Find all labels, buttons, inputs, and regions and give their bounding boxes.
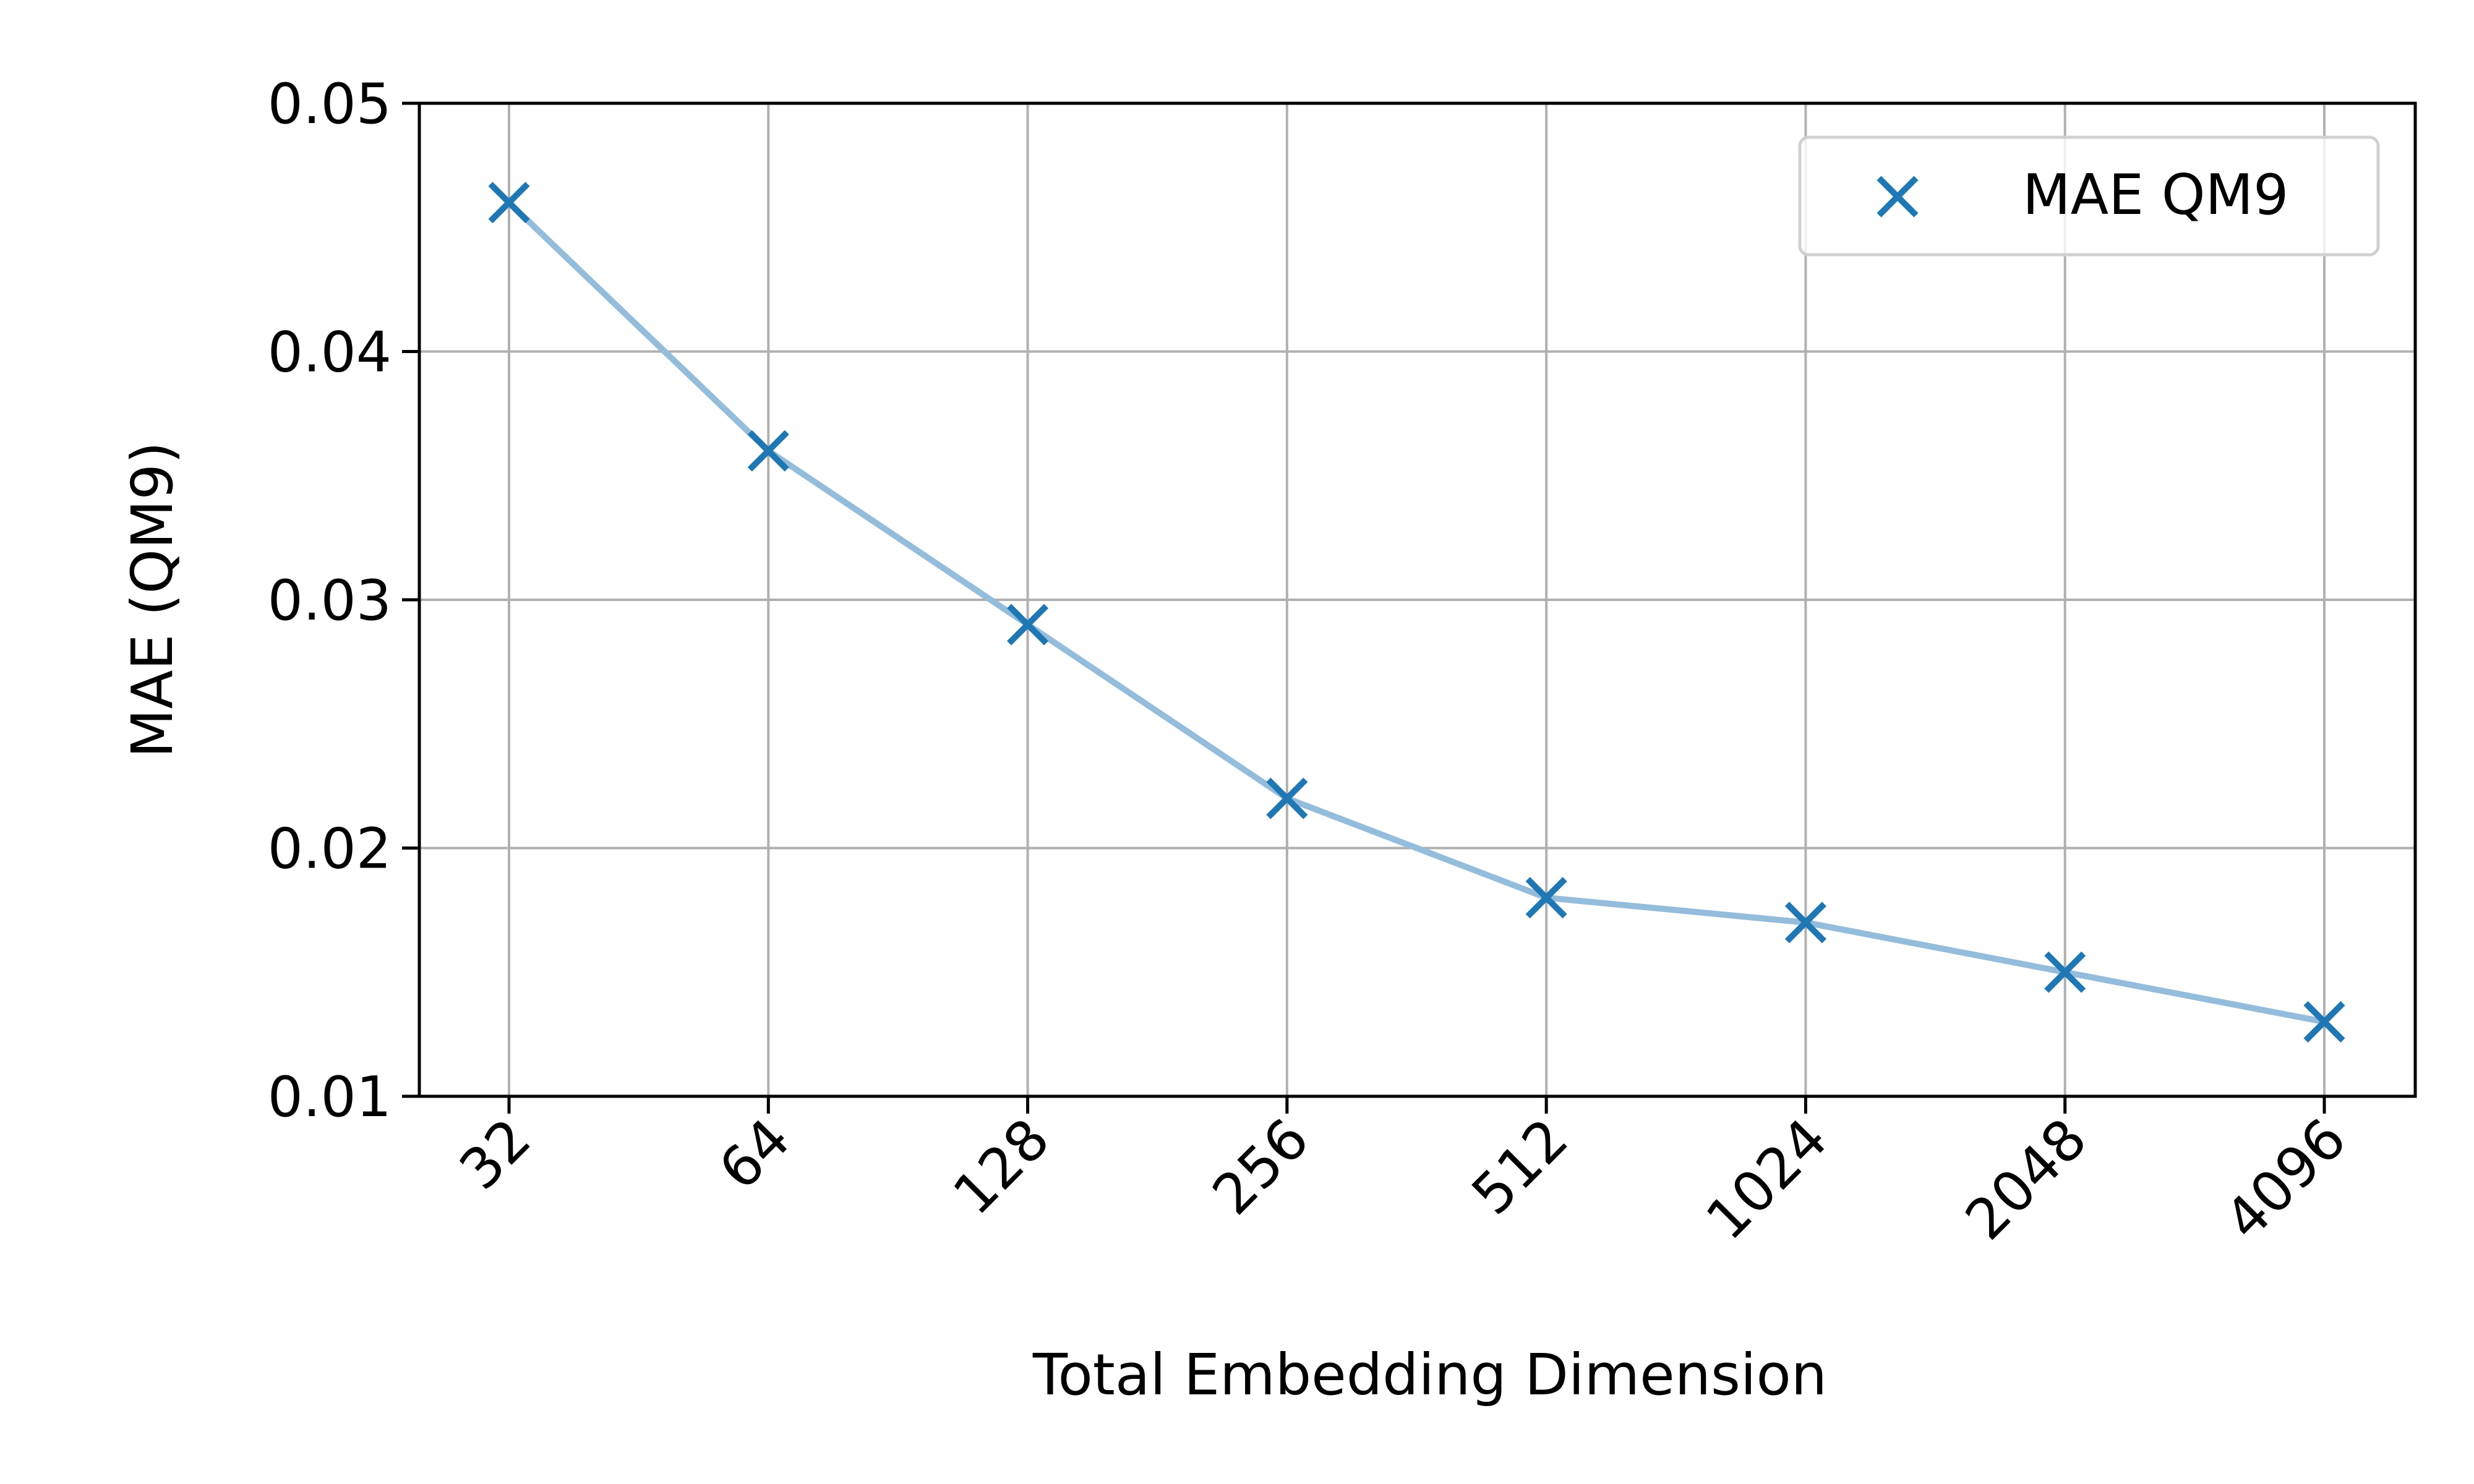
x-tick-label: 4096 bbox=[2212, 1106, 2358, 1252]
legend-box bbox=[1798, 135, 2380, 257]
x-tick-label: 256 bbox=[1201, 1106, 1322, 1227]
data-point-marker bbox=[2303, 1001, 2345, 1043]
data-point-marker bbox=[488, 182, 530, 224]
marker-stroke bbox=[1784, 902, 1826, 944]
marker-stroke bbox=[2303, 1001, 2345, 1043]
x-tick-label: 128 bbox=[941, 1106, 1062, 1227]
x-tick-label: 32 bbox=[447, 1106, 543, 1202]
data-point-marker bbox=[1007, 603, 1049, 646]
marker-stroke bbox=[2044, 951, 2086, 993]
y-tick-label: 0.04 bbox=[268, 320, 392, 385]
data-point-marker bbox=[1266, 777, 1308, 819]
marker-stroke bbox=[1266, 777, 1308, 819]
marker-stroke bbox=[1007, 603, 1049, 646]
marker-stroke bbox=[1525, 877, 1567, 919]
y-tick-label: 0.01 bbox=[268, 1065, 392, 1130]
y-tick-label: 0.02 bbox=[268, 817, 392, 882]
y-tick-label: 0.05 bbox=[268, 72, 392, 137]
legend: MAE QM9 bbox=[1798, 135, 2380, 257]
series-markers bbox=[488, 182, 2345, 1043]
x-tick-label: 2048 bbox=[1953, 1106, 2099, 1252]
y-axis-title: MAE (QM9) bbox=[119, 441, 186, 758]
legend-entry-label: MAE QM9 bbox=[2022, 163, 2288, 228]
x-tick-label: 64 bbox=[707, 1106, 803, 1202]
y-axis-ticks: 0.01 0.02 0.03 0.04 0.05 bbox=[268, 72, 419, 1130]
x-tick-label: 1024 bbox=[1694, 1106, 1840, 1252]
series-line-group bbox=[506, 199, 2327, 1025]
y-tick-label: 0.03 bbox=[268, 568, 392, 633]
data-point-marker bbox=[747, 430, 789, 472]
legend-marker-stroke bbox=[1877, 176, 1919, 218]
data-point-marker bbox=[2044, 951, 2086, 993]
marker-stroke bbox=[488, 182, 530, 224]
legend-marker-x-icon bbox=[1877, 176, 1919, 218]
series-line bbox=[506, 199, 2327, 1025]
data-point-marker bbox=[1784, 902, 1826, 944]
x-tick-label: 512 bbox=[1460, 1106, 1581, 1227]
data-point-marker bbox=[1525, 877, 1567, 919]
marker-stroke bbox=[747, 430, 789, 472]
x-axis-title: Total Embedding Dimension bbox=[1032, 1342, 1827, 1408]
x-axis-ticks: 32 64 128 256 512 1024 2048 4096 bbox=[447, 1096, 2359, 1253]
